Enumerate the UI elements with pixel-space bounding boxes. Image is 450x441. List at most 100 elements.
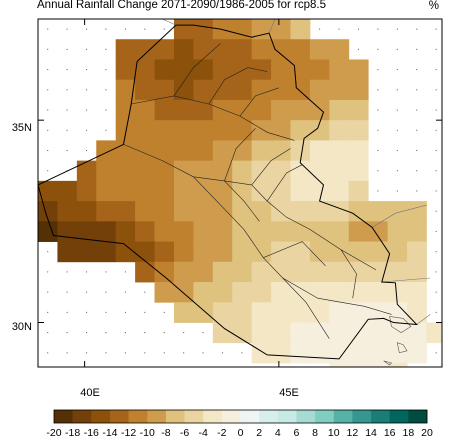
colorbar-swatch [371,410,390,423]
grid-dot [416,150,418,152]
grid-dot [124,28,126,30]
heatmap-cell [96,180,117,202]
grid-dot [435,129,437,131]
grid-dot [66,129,68,131]
heatmap-cell [193,261,214,283]
colorbar-swatch [333,410,353,423]
heatmap-cell [348,99,369,121]
heatmap-cell [232,160,253,182]
heatmap-cell [329,302,350,323]
grid-dot [416,170,418,172]
grid-dot [124,271,126,273]
grid-dot [144,28,146,30]
grid-dot [105,109,107,111]
colorbar-label: 0 [238,427,244,439]
heatmap-cell [115,59,136,81]
heatmap-cell [115,221,136,242]
heatmap-cell [154,59,175,81]
heatmap-cell [348,241,369,263]
heatmap-cell [387,241,408,263]
colorbar-label: -2 [217,427,226,439]
heatmap-cell [271,160,291,182]
heatmap-cell [57,180,78,202]
heatmap-cell [329,261,350,283]
colorbar-swatch [109,410,129,423]
grid-dot [86,150,88,152]
grid-dot [396,129,398,131]
heatmap-cell [251,99,272,121]
heatmap-cell [173,19,194,40]
heatmap-cell [173,221,194,242]
grid-dot [377,170,379,172]
colorbar-swatch [72,410,92,423]
heatmap-cell [368,362,389,367]
coastline [383,360,393,366]
heatmap-cell [135,59,155,81]
heatmap-cell [251,201,272,222]
grid-dot [124,352,126,354]
province-boundary [282,277,330,339]
heatmap-cell [154,160,175,182]
heatmap-cell [271,19,291,40]
colorbar-label: -16 [84,427,99,439]
neighbor-border [381,277,431,283]
grid-dot [377,109,379,111]
heatmap-cell [154,241,175,263]
grid-dot [435,251,437,253]
grid-dot [124,291,126,293]
heatmap-cell [290,302,311,323]
grid-dot [86,129,88,131]
heatmap-cell [348,201,369,222]
heatmap-cell [309,180,330,202]
heatmap-cell [212,302,233,323]
heatmap-cell [329,342,350,364]
heatmap-cell [329,160,350,182]
heatmap-cell [309,342,330,364]
heatmap-cell [309,140,330,162]
heatmap-cell [348,79,369,101]
heatmap-cell [38,180,58,202]
grid-dot [396,28,398,30]
heatmap-cell [96,221,117,242]
colorbar-label: -8 [161,427,170,439]
grid-dot [396,190,398,192]
heatmap-cell [76,201,97,222]
colorbar-swatch [128,410,148,423]
grid-dot [241,352,243,354]
heatmap-cell [309,99,330,121]
grid-dot [66,352,68,354]
heatmap-cell [212,99,233,121]
heatmap-cell [271,282,291,303]
grid-dot [66,69,68,71]
heatmap-cell [348,160,369,182]
heatmap-cell [193,180,214,202]
grid-dot [435,291,437,293]
heatmap-cell [212,322,233,344]
heatmap-cell [290,261,311,283]
heatmap-cell [76,221,97,242]
heatmap-cell [115,241,136,263]
heatmap-cell [368,282,389,303]
heatmap-cell [115,180,136,202]
grid-dot [47,311,49,313]
colorbar-swatch [296,410,316,423]
province-boundary [224,180,260,222]
heatmap-cell [290,241,311,263]
heatmap-cell [368,241,389,263]
heatmap-cell [329,180,350,202]
x-tick-label-40e: 40E [80,387,100,399]
heatmap-cell [251,19,272,40]
heatmap-cell [309,322,330,344]
heatmap-cell [407,342,427,364]
heatmap-cell [193,282,214,303]
heatmap-cell [232,282,253,303]
grid-dot [435,271,437,273]
heatmap-cell [154,120,175,141]
heatmap-cell [271,39,291,60]
heatmap-cell [154,282,175,303]
heatmap-cell [232,261,253,283]
heatmap-cell [348,282,369,303]
heatmap-cell [193,79,214,101]
heatmap-cell [387,282,408,303]
colorbar-swatch [54,410,73,423]
